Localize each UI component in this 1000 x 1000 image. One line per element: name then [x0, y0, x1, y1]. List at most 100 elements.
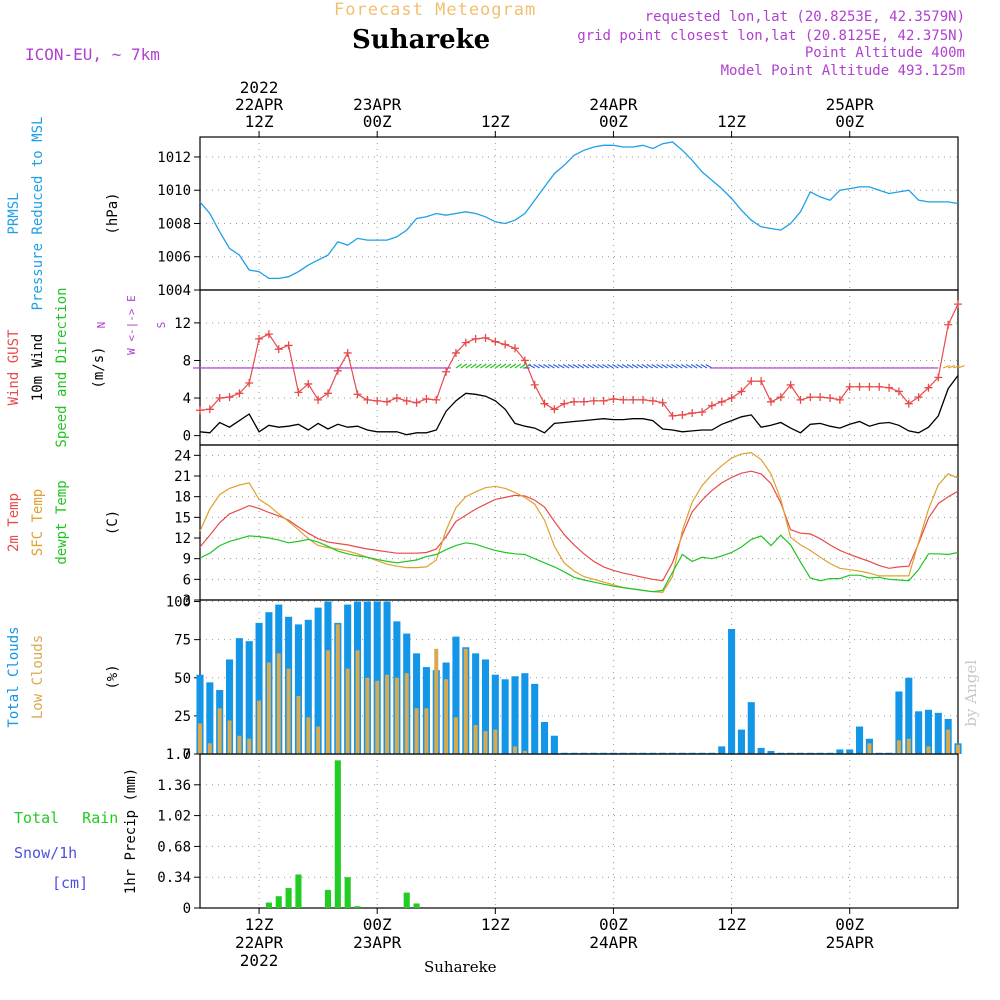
gust-marker: [255, 334, 264, 343]
total-clouds-bar: [206, 682, 214, 754]
wind-direction-arrow: [656, 363, 663, 369]
total-clouds-bar: [531, 683, 539, 754]
gust-marker: [796, 395, 805, 404]
wind-direction-arrow: [577, 363, 585, 369]
wind-direction-arrow: [952, 365, 960, 369]
low-clouds-bar: [522, 750, 527, 754]
wind-direction-arrow: [690, 363, 698, 369]
gust-marker: [461, 338, 470, 347]
top-time-label: 25APR: [826, 95, 875, 114]
gust-marker: [323, 389, 332, 398]
ytick-label: 24: [174, 448, 191, 464]
total-clouds-bar: [639, 752, 647, 754]
ytick-label: 3: [183, 593, 191, 609]
gust-marker: [816, 393, 825, 402]
gust-marker: [215, 394, 224, 403]
wind-direction-arrow: [567, 363, 575, 369]
panel-label: Low Clouds: [30, 635, 46, 719]
low-clouds-bar: [345, 668, 350, 754]
low-clouds-bar: [444, 679, 449, 754]
gust-marker: [570, 397, 579, 406]
gust-marker: [520, 356, 529, 365]
gust-marker: [885, 383, 894, 392]
ytick-label: 12: [174, 531, 191, 547]
grid-point-coords: grid point closest lon,lat (20.8125E, 42…: [577, 28, 965, 44]
gust-marker: [904, 399, 913, 408]
gust-marker: [205, 405, 214, 414]
low-clouds-bar: [414, 708, 419, 754]
total-clouds-bar: [511, 676, 519, 754]
gust-marker: [540, 399, 549, 408]
wind-direction-arrow: [562, 363, 570, 369]
total-clouds-bar: [659, 752, 667, 754]
wind-direction-arrow: [455, 363, 463, 369]
ytick-label: 8: [183, 353, 191, 369]
ytick-label: 0: [183, 747, 191, 763]
total-clouds-bar: [895, 691, 903, 754]
total-clouds-bar: [413, 653, 421, 754]
gust-marker: [245, 379, 254, 387]
gust-marker: [855, 382, 864, 391]
wind-direction-arrow: [557, 363, 565, 369]
gust-marker: [343, 348, 352, 357]
ytick-label: 1006: [157, 250, 191, 266]
bottom-time-label: 12Z: [717, 915, 746, 934]
wind-direction-arrow: [671, 363, 678, 369]
total-clouds-bar: [698, 752, 706, 754]
low-clouds-bar: [946, 729, 951, 754]
total-clouds-bar: [550, 735, 558, 754]
wind-direction-arrow: [533, 363, 540, 369]
gust-marker: [432, 395, 441, 404]
total-clouds-bar: [688, 752, 696, 754]
compass-label: W <-|-> E: [125, 295, 138, 355]
wind-direction-arrow: [465, 363, 472, 369]
total-clouds-bar: [885, 752, 893, 754]
low-clouds-bar: [493, 729, 498, 754]
panel-label: Speed and Direction: [54, 287, 70, 447]
wind-direction-arrow: [651, 363, 659, 369]
total-clouds-bar: [737, 729, 745, 754]
wind-direction-arrow: [572, 363, 580, 369]
wind-direction-arrow: [460, 363, 467, 369]
top-time-label: 2022: [240, 78, 279, 97]
gust-marker: [235, 389, 244, 398]
model-altitude: Model Point Altitude 493.125m: [720, 63, 965, 79]
top-time-label: 00Z: [363, 112, 392, 131]
panel-label: SFC Temp: [30, 489, 46, 556]
gust-marker: [934, 373, 943, 382]
gust-marker: [944, 320, 953, 329]
total-clouds-bar: [787, 752, 795, 754]
total-clouds-bar: [796, 752, 805, 754]
total-clouds-bar: [915, 711, 923, 754]
dewpt-line: [199, 534, 959, 593]
top-time-label: 24APR: [589, 95, 638, 114]
total-clouds-bar: [314, 607, 322, 754]
ytick-label: 25: [174, 709, 191, 725]
gust-marker: [845, 382, 854, 391]
gust-marker: [894, 387, 903, 396]
point-altitude: Point Altitude 400m: [804, 45, 965, 61]
low-clouds-bar: [257, 700, 262, 754]
total-clouds-bar: [826, 752, 834, 754]
wind-direction-arrow: [957, 365, 965, 369]
rain-bar: [265, 902, 272, 908]
rain-bar: [344, 877, 351, 908]
gust-marker: [835, 395, 844, 404]
wind-direction-arrow: [552, 363, 560, 369]
bottom-time-label: 24APR: [589, 933, 638, 952]
low-clouds-bar: [424, 708, 429, 754]
total-clouds-bar: [501, 679, 509, 754]
gust-marker: [717, 397, 726, 406]
panel-unit: (C): [105, 510, 121, 535]
ytick-label: 1.02: [157, 809, 191, 825]
gust-marker: [638, 395, 647, 404]
total-clouds-bar: [560, 752, 568, 754]
panel-unit: (m/s): [91, 346, 107, 388]
sfc-temp-line: [199, 451, 959, 594]
wind-direction-arrow: [685, 363, 693, 369]
wind-direction-arrow: [695, 363, 703, 369]
low-clouds-bar: [473, 725, 478, 754]
rain-bar: [334, 760, 341, 908]
gust-marker: [619, 395, 628, 404]
wind-direction-arrow: [646, 363, 654, 369]
